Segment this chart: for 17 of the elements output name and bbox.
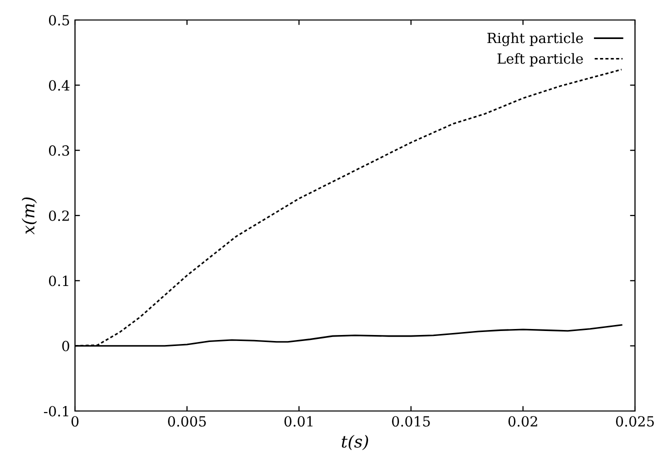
x-tick-label: 0.02 — [508, 416, 538, 427]
y-tick-label: 0 — [62, 340, 70, 352]
x-tick-label: 0.025 — [616, 416, 654, 427]
x-tick-label: 0 — [71, 416, 78, 427]
y-tick-label: 0.4 — [48, 80, 70, 91]
x-tick-label: 0.005 — [168, 416, 206, 427]
legend-label: Right particle — [487, 32, 583, 46]
y-axis-title: x(m) — [22, 197, 37, 235]
x-tick-label: 0.015 — [392, 416, 430, 427]
legend-label: Left particle — [498, 53, 583, 67]
y-tick-label: 0.2 — [48, 210, 69, 221]
y-tick-label: 0.3 — [48, 145, 70, 156]
y-tick-label: 0.1 — [48, 276, 68, 286]
x-axis-title: t(s) — [342, 434, 368, 450]
y-tick-label: 0.5 — [48, 14, 70, 26]
x-tick-label: 0.01 — [284, 416, 312, 427]
y-tick-label: -0.1 — [44, 406, 68, 416]
